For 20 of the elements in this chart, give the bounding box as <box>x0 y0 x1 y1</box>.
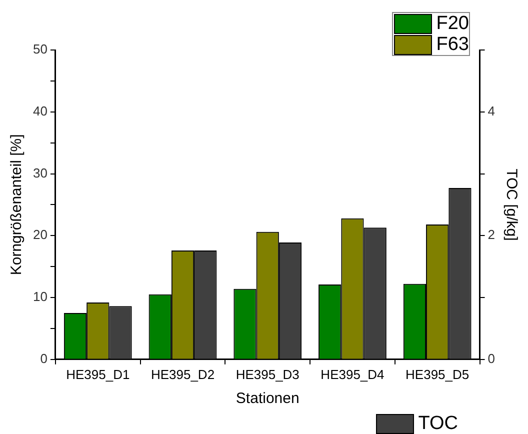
y-tick-label: 50 <box>32 42 48 57</box>
x-tick-label: HE395_D5 <box>406 366 470 382</box>
x-tick-label: HE395_D3 <box>236 366 300 382</box>
y-tick-label: 20 <box>32 227 48 242</box>
x-tick-label: HE395_D4 <box>320 366 384 382</box>
legend-label: F63 <box>436 34 469 56</box>
y-tick-label: 10 <box>32 289 48 304</box>
y-tick-label: 40 <box>32 103 48 118</box>
legend-label: F20 <box>436 12 469 34</box>
y2-tick-label: 2 <box>488 227 496 242</box>
x-tick-label: HE395_D2 <box>150 366 215 382</box>
x-axis-title: Stationen <box>236 390 300 408</box>
legend-label: TOC <box>418 412 458 434</box>
y-tick-label: 0 <box>40 350 48 366</box>
y2-tick-label: 0 <box>488 350 496 366</box>
y2-tick-label: 4 <box>488 103 496 118</box>
y2-axis-title: TOC [g/kg] <box>502 168 520 241</box>
y-tick-label: 30 <box>32 165 48 180</box>
x-tick-label: HE395_D1 <box>66 366 130 382</box>
y-axis-title: Korngrößenanteil [%] <box>8 134 26 276</box>
